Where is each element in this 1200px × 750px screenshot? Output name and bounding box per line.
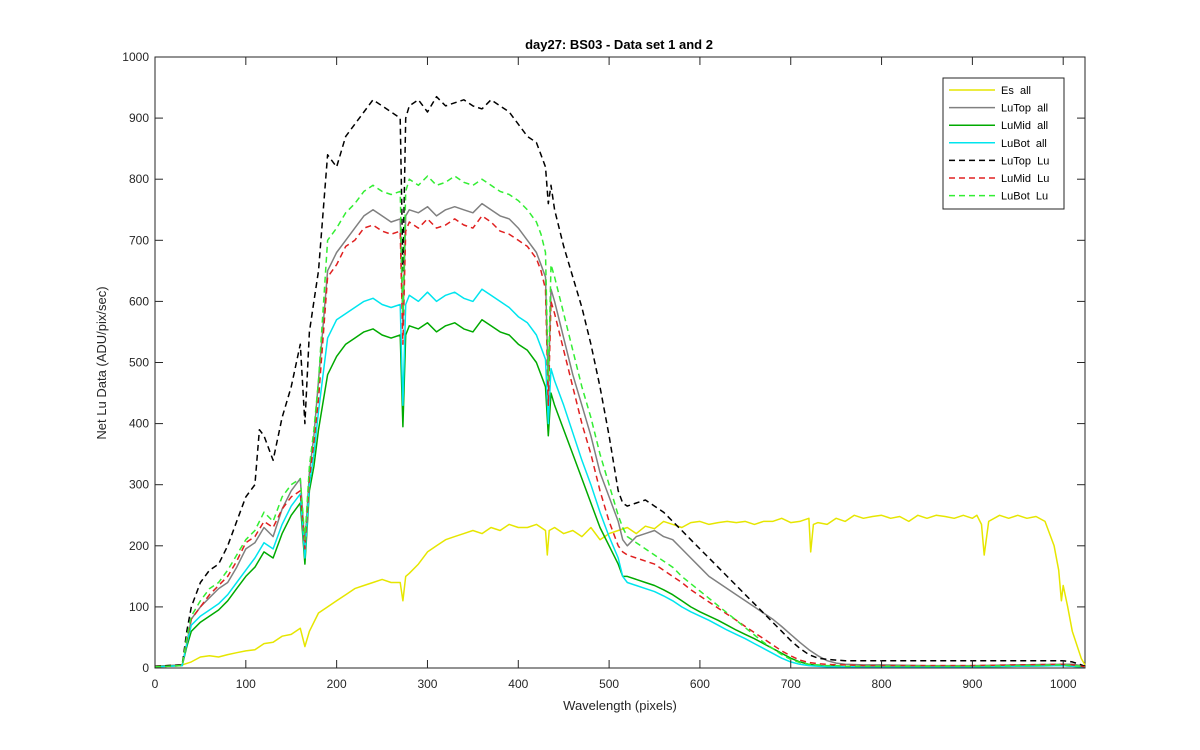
x-tick-label: 300 — [417, 677, 437, 691]
chart-title: day27: BS03 - Data set 1 and 2 — [525, 37, 713, 52]
legend: Es all LuTop all LuMid all LuBot all LuTop L… — [942, 77, 1065, 210]
series-line-lubot-all — [154, 288, 1085, 668]
y-tick-label: 700 — [129, 233, 149, 247]
y-tick-label: 800 — [129, 172, 149, 186]
series-line-lumid-lu — [154, 215, 1086, 668]
y-tick-label: 600 — [129, 294, 149, 308]
series-line-lubot-lu — [154, 175, 1086, 668]
x-tick-label: 700 — [781, 677, 801, 691]
y-tick-label: 100 — [129, 600, 149, 614]
x-tick-label: 600 — [690, 677, 710, 691]
legend-label: LuMid all — [1001, 120, 1048, 132]
y-tick-label: 900 — [129, 111, 149, 125]
legend-label: Es all — [1001, 85, 1031, 97]
y-tick-label: 1000 — [122, 50, 149, 64]
y-tick-label: 0 — [142, 661, 149, 675]
legend-label: LuBot Lu — [1001, 191, 1048, 203]
legend-label: LuBot all — [1001, 138, 1047, 150]
x-tick-label: 200 — [327, 677, 347, 691]
legend-label: LuMid Lu — [1001, 173, 1049, 185]
x-tick-label: 0 — [152, 677, 159, 691]
x-tick-label: 800 — [872, 677, 892, 691]
x-axis-ticks: 0 100 200 300 400 500 600 700 800 900 1000 — [152, 57, 1077, 691]
x-tick-label: 500 — [599, 677, 619, 691]
y-tick-label: 200 — [129, 539, 149, 553]
y-axis-ticks: 0 100 200 300 400 500 600 700 800 900 1000 — [122, 50, 1085, 675]
x-tick-label: 900 — [962, 677, 982, 691]
legend-label: LuTop all — [1001, 103, 1048, 115]
y-tick-label: 400 — [129, 417, 149, 431]
legend-label: LuTop Lu — [1001, 155, 1049, 167]
x-tick-label: 1000 — [1050, 677, 1077, 691]
series-group — [154, 95, 1086, 668]
y-tick-label: 500 — [129, 356, 149, 370]
x-axis-label: Wavelength (pixels) — [563, 698, 677, 713]
series-line-es-all — [154, 514, 1086, 667]
series-line-lutop-lu — [154, 95, 1086, 667]
x-tick-label: 100 — [236, 677, 256, 691]
y-axis-label: Net Lu Data (ADU/pix/sec) — [94, 286, 109, 439]
y-tick-label: 300 — [129, 478, 149, 492]
x-tick-label: 400 — [508, 677, 528, 691]
